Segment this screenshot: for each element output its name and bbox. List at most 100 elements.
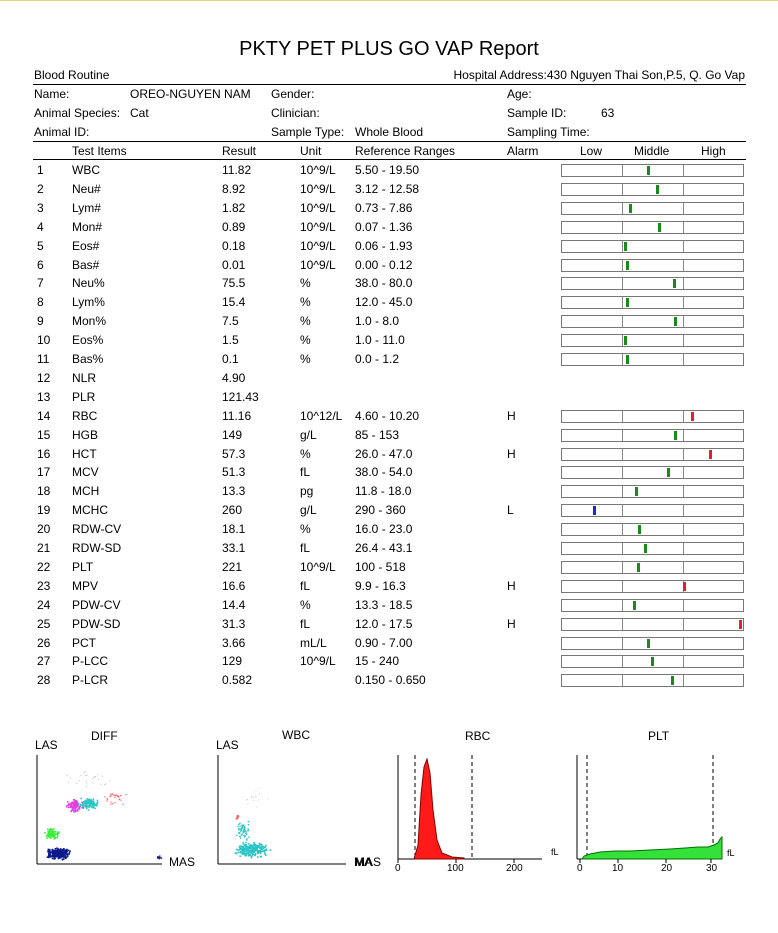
scatter-dot [51,833,53,836]
scatter-dot [248,845,250,848]
scatter-dot [112,803,114,805]
scatter-dot [261,848,263,850]
scatter-dot [247,842,250,845]
scatter-dot [251,849,254,851]
scatter-dot [82,805,84,808]
scatter-dot [77,804,79,806]
scatter-dot [51,857,54,860]
scatter-dot [58,854,60,857]
wbc-scatter-plot: WBC LAS MAS [216,728,372,869]
scatter-dot [106,798,108,800]
row-result: 18.1 [222,522,246,537]
diff-dots [44,771,163,861]
scatter-dot [96,801,99,804]
scatter-dot [247,828,249,830]
scatter-dot [253,844,255,846]
rbc-tick-200: 200 [506,863,523,874]
scatter-dot [46,837,48,840]
row-unit: % [300,314,311,329]
scatter-dot [52,835,55,837]
scatter-dot [265,854,267,856]
scatter-dot [252,851,254,854]
range-marker [647,166,650,175]
scatter-dot [111,793,114,795]
scatter-dot [247,799,249,800]
scatter-dot [60,855,62,857]
scatter-dot [51,850,54,853]
scatter-dot [68,851,71,854]
scatter-dot [111,794,113,796]
scatter-dot [258,845,261,847]
scatter-dot [87,809,90,811]
scatter-dot [56,836,58,839]
scatter-dot [71,808,74,811]
scatter-dot [103,783,105,785]
scatter-dot [101,775,103,777]
scatter-dot [67,781,69,783]
row-number: 3 [37,200,44,215]
row-unit: 10^9/L [300,654,336,669]
top-border [0,0,778,1]
row-unit: g/L [300,503,317,518]
row-number: 13 [37,389,51,404]
scatter-dot [247,824,250,826]
scatter-dot [61,850,63,852]
row-test-item: RBC [72,408,98,423]
row-unit: g/L [300,427,317,442]
scatter-dot [244,854,247,857]
range-marker [647,638,650,648]
range-bar [561,334,744,348]
scatter-dot [250,850,253,852]
row-reference: 1.0 - 11.0 [355,333,405,348]
scatter-dot [51,851,53,854]
scatter-dot [238,829,240,831]
scatter-dot [243,834,245,837]
row-number: 25 [37,616,51,631]
scatter-dot [54,837,56,839]
hospital-address: Hospital Address:430 Nguyen Thai Son,P.5… [453,68,745,82]
row-test-item: Bas# [72,257,100,272]
scatter-dot [69,803,71,806]
row-test-item: MCH [72,484,100,499]
scatter-dot [69,777,71,779]
scatter-dot [63,853,65,855]
scatter-dot [242,853,244,856]
scatter-dot [262,846,265,848]
rbc-tick-0: 0 [395,863,401,874]
scatter-dot [104,796,106,798]
scatter-dot [86,806,89,808]
scatter-dot [53,833,55,835]
row-number: 28 [37,673,51,688]
scatter-dot [57,831,60,833]
rbc-mas-label: MAS [355,855,381,869]
scatter-dot [71,806,74,809]
scatter-dot [68,803,70,805]
row-reference: 4.60 - 10.20 [355,408,420,423]
scatter-dot [77,802,80,805]
scatter-dot [50,833,52,836]
scatter-dot [247,803,249,805]
range-bar [561,636,744,650]
row-result: 51.3 [222,465,246,480]
scatter-dot [74,802,77,805]
scatter-dot [263,850,265,852]
scatter-dot [253,853,256,856]
scatter-dot [249,849,252,852]
range-marker [626,260,629,270]
row-result: 149 [222,427,243,442]
scatter-dot [260,844,263,846]
row-result: 57.3 [222,446,246,461]
row-unit: 10^12/L [300,408,343,423]
row-number: 9 [37,314,44,329]
scatter-dot [50,855,52,858]
row-reference: 16.0 - 23.0 [355,522,413,537]
row-test-item: Bas% [72,352,104,366]
scatter-dot [245,841,247,844]
range-bar [561,617,744,631]
scatter-dot [110,793,112,795]
scatter-dot [86,798,89,800]
scatter-dot [48,850,50,852]
scatter-dot [235,818,237,820]
range-marker [651,657,654,667]
range-marker [673,279,676,289]
